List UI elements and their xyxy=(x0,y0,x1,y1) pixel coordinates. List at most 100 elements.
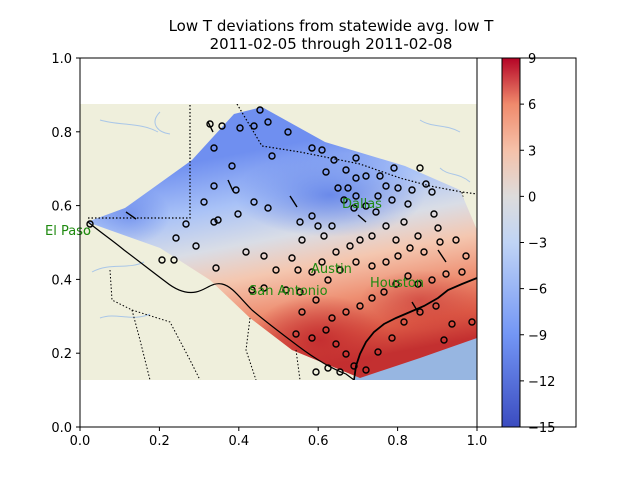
colorbar-gradient xyxy=(501,57,521,428)
station-marker xyxy=(322,326,330,334)
station-marker xyxy=(382,258,390,266)
station-marker xyxy=(292,330,300,338)
station-marker xyxy=(356,236,364,244)
station-marker xyxy=(298,308,306,316)
station-marker xyxy=(342,166,350,174)
station-marker xyxy=(256,106,264,114)
station-marker xyxy=(296,288,304,296)
station-marker xyxy=(442,270,450,278)
station-marker xyxy=(344,184,352,192)
station-marker xyxy=(86,220,94,228)
station-marker xyxy=(414,280,422,288)
station-marker xyxy=(324,276,332,284)
station-marker xyxy=(340,196,348,204)
station-marker xyxy=(268,152,276,160)
station-marker xyxy=(346,242,354,250)
station-marker xyxy=(376,172,384,180)
x-tick-label: 0.4 xyxy=(228,434,249,449)
station-marker xyxy=(416,308,424,316)
colorbar-tick-label: −3 xyxy=(528,237,547,252)
chart-title-line-2: 2011-02-05 through 2011-02-08 xyxy=(210,35,453,53)
station-marker xyxy=(458,268,466,276)
x-tick-label: 0.8 xyxy=(387,434,408,449)
station-marker xyxy=(368,294,376,302)
station-marker xyxy=(390,164,398,172)
station-marker xyxy=(264,204,272,212)
station-marker xyxy=(430,210,438,218)
station-marker xyxy=(200,198,208,206)
x-tick-label: 1.0 xyxy=(467,434,488,449)
y-tick-label: 0.0 xyxy=(51,421,72,436)
station-marker xyxy=(342,350,350,358)
x-tick-label: 0.0 xyxy=(70,434,91,449)
station-marker xyxy=(404,272,412,280)
station-marker xyxy=(362,202,370,210)
station-marker xyxy=(308,144,316,152)
station-marker xyxy=(342,308,350,316)
station-marker xyxy=(420,248,428,256)
y-tick-label: 1.0 xyxy=(51,52,72,67)
station-marker xyxy=(336,368,344,376)
station-marker xyxy=(468,318,476,326)
station-marker xyxy=(322,168,330,176)
station-marker xyxy=(408,186,416,194)
station-marker xyxy=(352,154,360,162)
station-marker xyxy=(170,256,178,264)
city-labels: El Paso Dallas Austin San Antonio Housto… xyxy=(45,197,424,299)
station-marker xyxy=(368,262,376,270)
station-marker xyxy=(400,218,408,226)
station-marker xyxy=(328,314,336,322)
station-marker xyxy=(332,340,340,348)
x-tick-label: 0.6 xyxy=(308,434,329,449)
station-marker xyxy=(210,144,218,152)
colorbar-tick-label: −12 xyxy=(528,375,555,390)
colorbar-tick-label: −15 xyxy=(528,421,555,436)
station-marker xyxy=(228,162,236,170)
station-marker xyxy=(362,172,370,180)
x-tick-label: 0.2 xyxy=(149,434,170,449)
chart-title-line-1: Low T deviations from statewide avg. low… xyxy=(169,17,495,35)
station-marker xyxy=(210,182,218,190)
station-marker xyxy=(260,284,268,292)
station-marker xyxy=(320,232,328,240)
station-marker xyxy=(336,266,344,274)
colorbar-ticks: 9 6 3 0 −3 −6 −9 −12 −15 xyxy=(520,52,555,436)
station-marker xyxy=(382,182,390,190)
station-marker xyxy=(308,268,316,276)
station-barbs xyxy=(125,121,447,313)
station-marker xyxy=(388,196,396,204)
rivers xyxy=(91,111,471,319)
station-marker xyxy=(218,122,226,130)
station-marker xyxy=(352,174,360,182)
station-marker xyxy=(294,266,302,274)
station-marker xyxy=(332,248,340,256)
station-marker xyxy=(210,218,218,226)
station-marker xyxy=(428,276,436,284)
station-marker xyxy=(212,264,220,272)
station-marker xyxy=(392,280,400,288)
city-label-san-antonio: San Antonio xyxy=(249,284,328,299)
station-marker xyxy=(242,248,250,256)
station-marker xyxy=(250,122,258,130)
station-marker xyxy=(352,192,360,200)
station-marker xyxy=(192,242,200,250)
station-marker xyxy=(250,198,258,206)
y-tick-label: 0.2 xyxy=(51,347,72,362)
city-label-el-paso: El Paso xyxy=(45,224,91,239)
station-marker xyxy=(428,188,436,196)
y-tick-label: 0.4 xyxy=(51,273,72,288)
station-marker xyxy=(314,222,322,230)
station-marker xyxy=(382,222,390,230)
station-marker xyxy=(440,336,448,344)
colorbar-tick-label: −6 xyxy=(528,283,547,298)
station-marker xyxy=(312,368,320,376)
station-marker xyxy=(372,208,380,216)
colorbar-tick-label: 0 xyxy=(528,190,536,205)
colorbar-tick-label: 3 xyxy=(528,144,536,159)
station-marker xyxy=(374,348,382,356)
station-marker xyxy=(234,210,242,218)
station-marker xyxy=(406,244,414,252)
station-marker xyxy=(434,224,442,232)
station-marker xyxy=(352,258,360,266)
station-marker xyxy=(214,216,222,224)
